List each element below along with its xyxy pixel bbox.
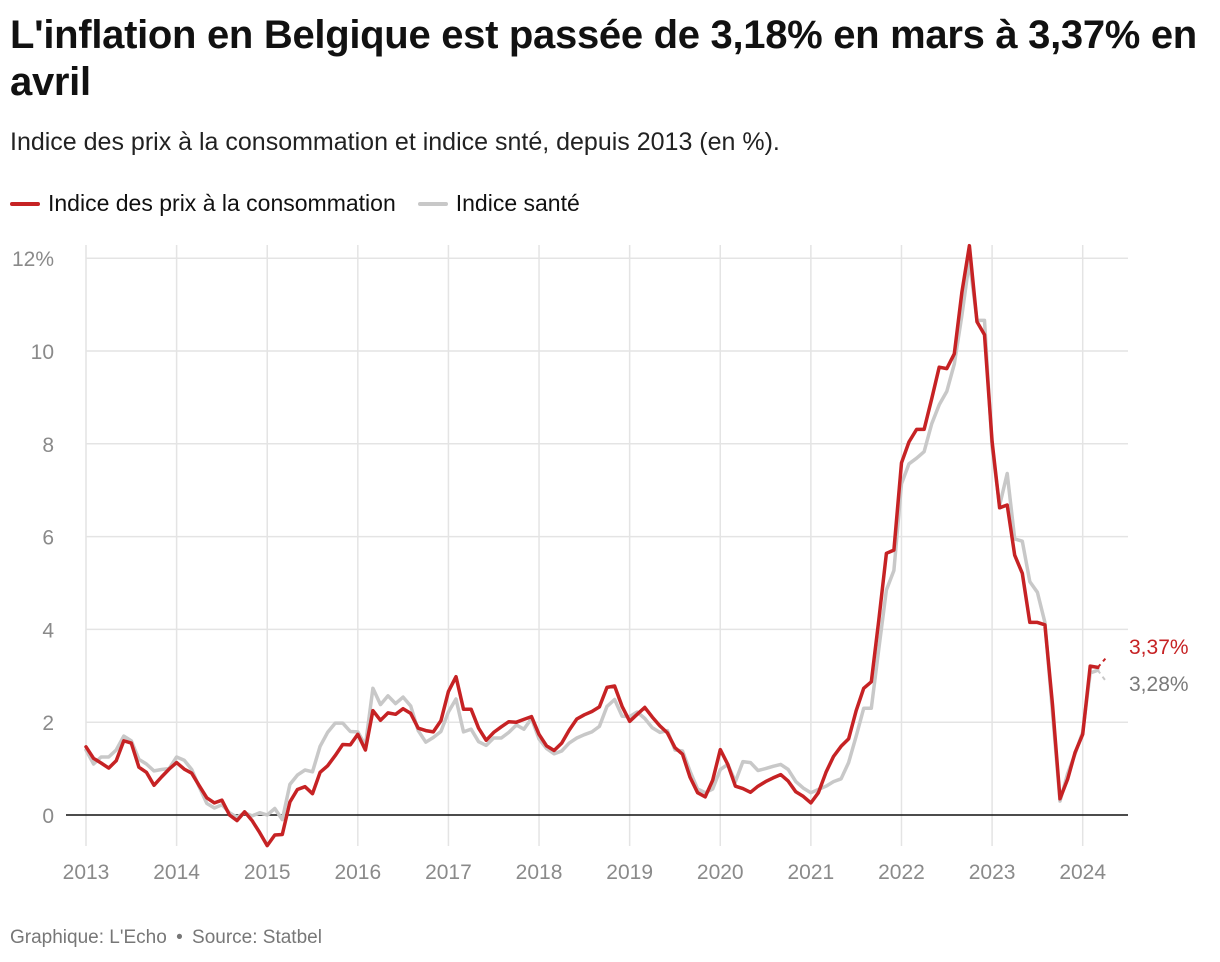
x-tick-label: 2022 xyxy=(878,861,925,884)
end-label-cpi: 3,37% xyxy=(1129,636,1189,659)
chart-footer: Graphique: L'Echo • Source: Statbel xyxy=(10,927,326,949)
y-tick-label: 4 xyxy=(42,619,54,642)
x-tick-label: 2013 xyxy=(63,861,110,884)
y-tick-label: 12% xyxy=(12,248,54,271)
x-tick-label: 2018 xyxy=(516,861,563,884)
x-tick-label: 2017 xyxy=(425,861,472,884)
chart-legend: Indice des prix à la consommation Indice… xyxy=(10,190,602,217)
legend-swatch-cpi xyxy=(10,201,40,206)
footer-source: Source: Statbel xyxy=(192,927,322,948)
chart-title: L'inflation en Belgique est passée de 3,… xyxy=(10,13,1197,104)
legend-item-cpi: Indice des prix à la consommation xyxy=(10,190,396,217)
series-line-health xyxy=(84,259,1100,822)
x-tick-label: 2014 xyxy=(153,861,200,884)
series-line-health-projection xyxy=(1096,669,1107,682)
y-tick-label: 8 xyxy=(42,434,54,457)
y-tick-label: 6 xyxy=(42,527,54,550)
legend-item-health: Indice santé xyxy=(417,190,580,217)
y-tick-label: 2 xyxy=(42,712,54,735)
x-tick-label: 2021 xyxy=(788,861,835,884)
legend-label-cpi: Indice des prix à la consommation xyxy=(48,190,396,216)
series-line-cpi xyxy=(84,243,1100,848)
legend-swatch-health xyxy=(417,201,448,206)
x-tick-label: 2015 xyxy=(244,861,291,884)
footer-graphic: Graphique: L'Echo xyxy=(10,927,167,948)
x-tick-label: 2020 xyxy=(697,861,744,884)
chart-subtitle: Indice des prix à la consommation et ind… xyxy=(10,128,780,156)
x-tick-label: 2024 xyxy=(1059,861,1106,884)
x-tick-label: 2019 xyxy=(606,861,653,884)
legend-label-health: Indice santé xyxy=(455,190,580,216)
end-label-health: 3,28% xyxy=(1129,673,1189,696)
series-line-cpi-projection xyxy=(1097,657,1107,669)
line-chart: 0 2 4 6 8 10 12% 2013 2014 2015 2016 2017 2018 2019 20… xyxy=(12,243,1189,884)
x-tick-label: 2016 xyxy=(334,861,381,884)
y-tick-label: 0 xyxy=(42,805,54,828)
footer-separator: • xyxy=(176,927,183,948)
x-tick-label: 2023 xyxy=(969,861,1016,884)
y-tick-label: 10 xyxy=(31,341,54,364)
